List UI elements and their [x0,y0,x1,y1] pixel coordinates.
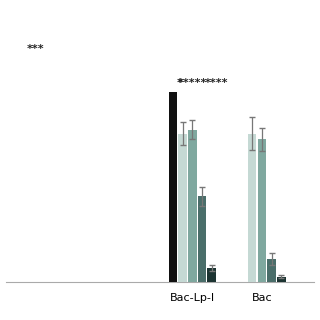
Bar [267,259,276,282]
Bar [258,139,266,282]
Text: *: * [176,78,182,88]
Bar [277,277,285,282]
Bar [207,268,216,282]
Bar [198,196,206,282]
Text: *****: ***** [178,78,207,88]
Bar [178,134,187,282]
Text: Bac: Bac [252,293,272,303]
Bar [169,92,177,282]
Text: ****: **** [205,78,228,88]
Bar [188,130,196,282]
Bar [248,134,256,282]
Text: ***: *** [27,44,44,54]
Text: Bac-Lp-I: Bac-Lp-I [170,293,215,303]
